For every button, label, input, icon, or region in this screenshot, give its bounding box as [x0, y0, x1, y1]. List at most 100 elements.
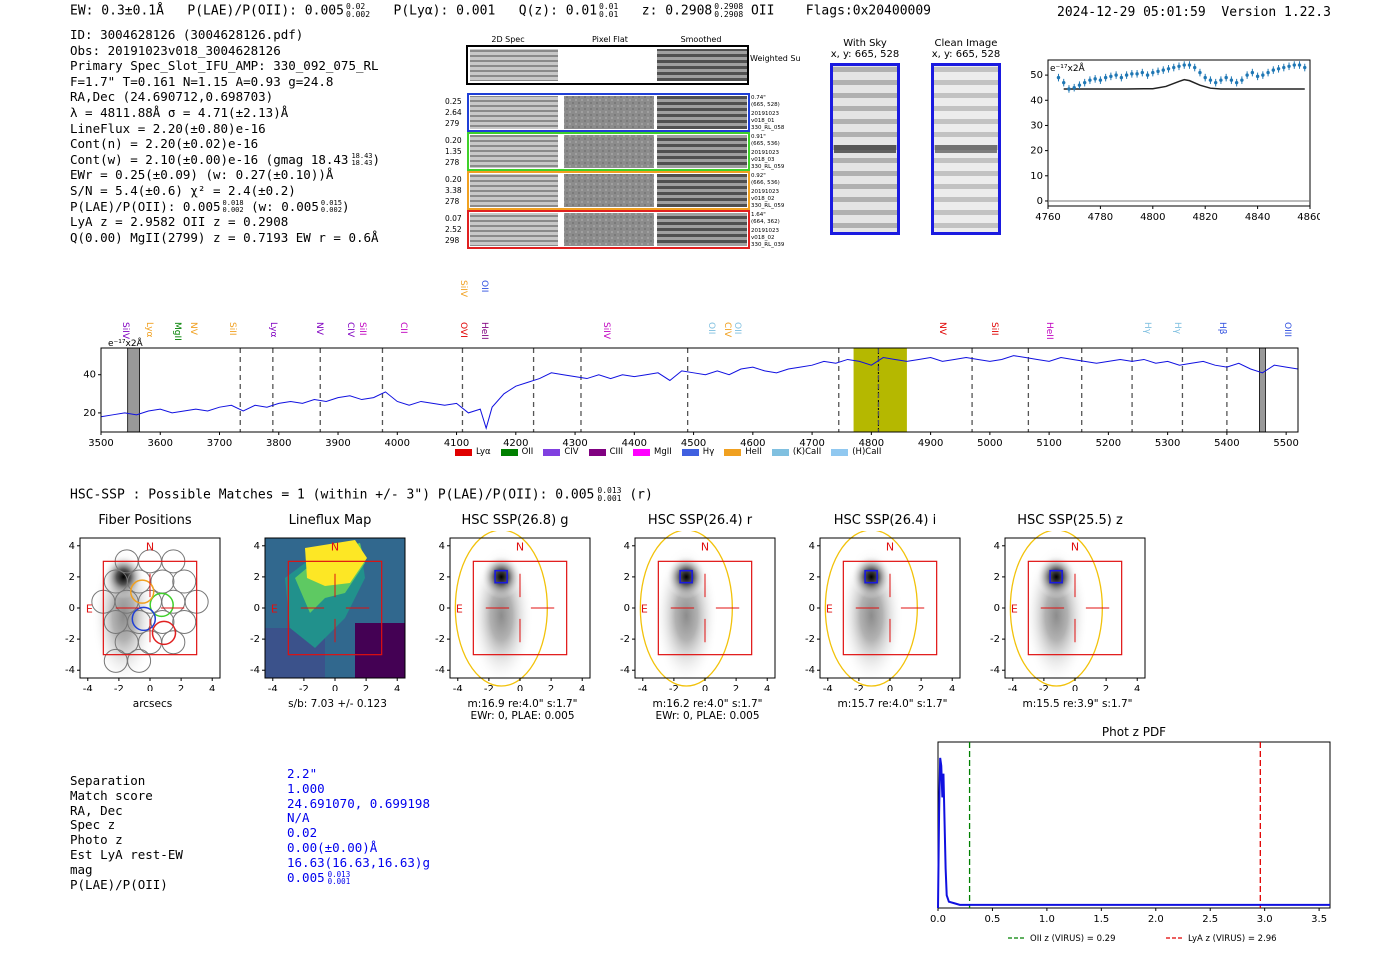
y-tick-label: -4 — [435, 665, 445, 676]
data-point — [1255, 74, 1260, 79]
chart-title: Phot z PDF — [1102, 725, 1166, 739]
data-point — [1062, 80, 1066, 85]
photz-pdf-chart: Phot z PDF 0.0 0.5 1.0 1.5 2.0 2.5 3.0 3.5 OII z … — [930, 725, 1331, 944]
y-tick-label: -4 — [990, 665, 1000, 676]
cutout-date: 20191023 — [751, 189, 779, 195]
y-tick-label: 4 — [624, 541, 630, 552]
clean-xy: x, y: 665, 528 — [931, 49, 1001, 60]
y-tick-label: -2 — [990, 634, 1000, 645]
x-tick-label: 1.5 — [1093, 914, 1109, 925]
legend-entry: (H)CaII — [831, 447, 881, 457]
fiber-highlight — [129, 579, 155, 604]
cutout-noise: 3.38 — [445, 186, 462, 195]
x-tick-label: -4 — [823, 684, 833, 691]
data-point — [1082, 80, 1087, 85]
north-label: N — [701, 540, 709, 553]
east-label: E — [826, 603, 833, 616]
cutout-flat — [564, 213, 654, 246]
x-tick-label: 5400 — [1214, 438, 1239, 449]
header-z: z: 0.2908 — [641, 3, 713, 19]
x-tick-label: 4500 — [681, 438, 706, 449]
x-tick-label: 4700 — [799, 438, 824, 449]
line-label: CIV — [345, 322, 355, 338]
x-tick-label: 5300 — [1155, 438, 1180, 449]
x-tick-label: 1.0 — [1039, 914, 1055, 925]
fiber-circle — [172, 610, 197, 634]
cutout-counts: 278 — [445, 158, 460, 167]
legend-label: Hγ — [702, 447, 715, 457]
panel-xlabel: m:15.7 re:4.0" s:1.7" — [805, 698, 980, 710]
data-point — [1229, 78, 1234, 82]
plot-frame — [937, 741, 1331, 909]
search-box — [472, 560, 568, 656]
header-plae-sup: 0.02 — [345, 2, 366, 11]
info-plae: P(LAE)/P(OII): 0.005 — [70, 198, 221, 214]
x-tick-label: 4 — [579, 684, 585, 691]
info-contw-row: Cont(w) = 2.10(±0.00)e-16 (gmag 18.43 18.… — [70, 151, 381, 168]
x-tick-label: 3.0 — [1257, 914, 1273, 925]
header-version: Version 1.22.3 — [1221, 5, 1331, 20]
info-sn: S/N = 5.4(±0.6) χ² = 2.4(±0.2) — [70, 182, 296, 198]
data-point — [1297, 63, 1302, 67]
cutout-flat — [564, 135, 654, 168]
data-point — [1177, 64, 1181, 68]
panel-xlabel-line: s/b: 7.03 +/- 0.123 — [288, 698, 387, 710]
cutout-date: 20191023 — [751, 150, 779, 156]
cutout-noise: 2.64 — [445, 108, 462, 117]
line-label: SiII — [227, 322, 237, 336]
info-radec: RA,Dec (24.690712,0.698703) — [70, 89, 274, 105]
masked-region — [127, 347, 140, 433]
cutout-smooth — [657, 213, 747, 246]
line-label: NV — [937, 322, 947, 336]
cutout-sep: 0.92" — [751, 173, 766, 179]
cutout-weight: 0.20 — [445, 136, 462, 145]
cutout-counts: 278 — [445, 197, 460, 206]
match-label: Spec z — [70, 817, 116, 833]
line-label: CII — [398, 322, 408, 334]
data-point — [1303, 65, 1307, 70]
header-qz: Q(z): 0.01 — [518, 3, 598, 19]
y-tick-label: 2 — [254, 572, 260, 583]
y-tick-label: -4 — [805, 665, 815, 676]
line-label: HeII — [1044, 322, 1054, 340]
info-fwhm: F=1.7" T=0.161 N=1.15 A=0.93 g=24.8 — [70, 73, 334, 89]
info-q: Q(0.00) MgII(2799) z = 0.7193 EW r = 0.6… — [70, 229, 379, 245]
match-value: 2.2" — [287, 766, 318, 781]
x-tick-label: 4 — [394, 684, 400, 691]
x-tick-label: 0 — [517, 684, 523, 691]
data-point — [1088, 78, 1092, 82]
data-point — [1271, 68, 1276, 72]
plot-frame — [100, 347, 1299, 433]
header-timestamp: 2024-12-29 05:01:59 — [1057, 5, 1206, 20]
y-tick-label: 30 — [1030, 120, 1043, 131]
x-tick-label: -4 — [83, 684, 93, 691]
line-label: Lyα — [268, 322, 278, 338]
match-labels: Separation Match score RA, Dec Spec z Ph… — [70, 773, 183, 892]
y-tick-label: 4 — [254, 541, 260, 552]
panel-xlabel-line: m:16.9 re:4.0" s:1.7" — [467, 698, 578, 710]
line-label: MgII — [172, 322, 182, 341]
match-label: Separation — [70, 773, 146, 788]
cutout-date: 20191023 — [751, 111, 779, 117]
data-point — [1161, 68, 1165, 72]
match-value-plae-row: 0.005 0.013 0.001 — [287, 870, 430, 886]
y-tick-label: 2 — [809, 572, 815, 583]
panel-xlabel-line: m:15.5 re:3.9" s:1.7" — [1022, 698, 1133, 710]
hsc-heading-text: HSC-SSP : Possible Matches = 1 (within +… — [70, 487, 595, 503]
data-point — [1276, 67, 1281, 71]
col-2d-label: 2D Spec — [491, 35, 524, 44]
x-tick-label: 3600 — [148, 438, 173, 449]
cutout-frame — [467, 171, 750, 210]
fiber-circle — [161, 630, 186, 655]
hsc-panel: Lineflux Map N E -4 -4 -2 -2 0 0 2 2 4 4 s/b: 7.03 +/… — [250, 513, 410, 728]
legend-swatch — [724, 448, 742, 456]
y-tick-label: 4 — [994, 541, 1000, 552]
y-tick-label: 20 — [1030, 146, 1043, 157]
col-smooth-label: Smoothed — [681, 35, 722, 44]
line-label: OIII — [1282, 322, 1292, 337]
y-tick-label: 4 — [69, 541, 75, 552]
legend-entry: CIV — [543, 447, 579, 457]
x-tick-label: 2 — [918, 684, 924, 691]
legend-label: (K)CaII — [792, 447, 822, 457]
data-point — [1135, 72, 1139, 76]
